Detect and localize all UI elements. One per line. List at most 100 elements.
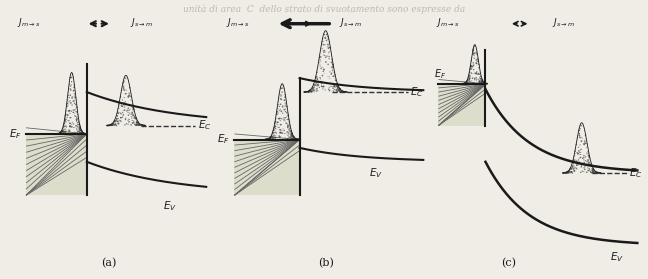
Point — [583, 157, 593, 162]
Point — [291, 137, 301, 141]
Point — [568, 161, 578, 165]
Point — [132, 123, 142, 128]
Point — [57, 128, 67, 133]
Point — [71, 127, 82, 131]
Point — [305, 89, 316, 94]
Point — [474, 71, 484, 76]
Point — [467, 63, 477, 68]
Point — [306, 90, 316, 94]
Point — [475, 78, 485, 83]
Point — [312, 80, 323, 85]
Point — [583, 166, 593, 170]
Point — [592, 171, 602, 175]
Point — [54, 131, 65, 136]
Point — [301, 90, 312, 94]
Point — [459, 81, 469, 86]
Point — [102, 123, 113, 128]
Point — [58, 129, 69, 133]
Point — [68, 75, 78, 80]
Point — [586, 163, 596, 168]
Point — [52, 132, 63, 136]
Point — [68, 99, 78, 104]
Point — [461, 81, 472, 85]
Point — [71, 119, 82, 123]
Point — [270, 126, 281, 131]
Point — [271, 131, 281, 136]
Point — [131, 123, 141, 127]
Point — [127, 110, 137, 114]
Point — [558, 171, 568, 175]
Point — [563, 170, 573, 174]
Point — [69, 108, 80, 112]
Point — [260, 137, 271, 142]
Point — [318, 69, 329, 74]
Point — [115, 95, 126, 99]
Point — [268, 137, 278, 141]
Point — [288, 136, 299, 140]
Point — [262, 137, 273, 141]
Point — [265, 137, 275, 141]
Point — [574, 131, 584, 136]
Point — [65, 82, 75, 86]
Text: $E_C$: $E_C$ — [410, 85, 424, 99]
Point — [67, 125, 77, 129]
Point — [266, 137, 277, 141]
Point — [476, 80, 487, 84]
Point — [278, 105, 288, 109]
Point — [65, 88, 76, 92]
Point — [264, 137, 275, 141]
Point — [61, 113, 71, 117]
Point — [119, 79, 130, 83]
Point — [322, 54, 332, 58]
Point — [299, 90, 309, 94]
Point — [300, 90, 310, 94]
Point — [104, 123, 114, 128]
Point — [563, 169, 573, 173]
Point — [52, 132, 63, 136]
Point — [58, 131, 69, 136]
Point — [119, 95, 130, 100]
Point — [477, 77, 487, 82]
Point — [575, 155, 586, 160]
Point — [273, 96, 284, 100]
Point — [76, 128, 86, 132]
Point — [107, 122, 117, 127]
Point — [71, 95, 81, 100]
Point — [309, 90, 319, 94]
Point — [60, 121, 70, 125]
Point — [60, 127, 71, 131]
Point — [293, 137, 303, 142]
Point — [106, 123, 116, 128]
Point — [55, 131, 65, 136]
Point — [568, 164, 578, 169]
Point — [283, 123, 293, 128]
Point — [114, 118, 124, 122]
Point — [318, 39, 328, 44]
Point — [475, 78, 485, 83]
Point — [568, 158, 579, 163]
Point — [467, 79, 477, 83]
Point — [592, 170, 602, 175]
Point — [280, 95, 290, 99]
Point — [465, 73, 475, 78]
Point — [276, 97, 286, 102]
Point — [341, 90, 351, 94]
Point — [329, 86, 339, 91]
Point — [273, 100, 283, 104]
Point — [573, 151, 583, 156]
Point — [121, 76, 131, 81]
Point — [570, 154, 580, 158]
Point — [334, 90, 345, 94]
Point — [106, 122, 116, 127]
Point — [133, 121, 144, 126]
Point — [58, 125, 69, 129]
Point — [105, 123, 115, 128]
Point — [106, 122, 117, 126]
Point — [461, 80, 472, 84]
Point — [284, 125, 295, 130]
Point — [57, 128, 67, 133]
Point — [117, 104, 127, 109]
Point — [73, 121, 83, 125]
Point — [291, 137, 301, 141]
Point — [71, 115, 82, 119]
